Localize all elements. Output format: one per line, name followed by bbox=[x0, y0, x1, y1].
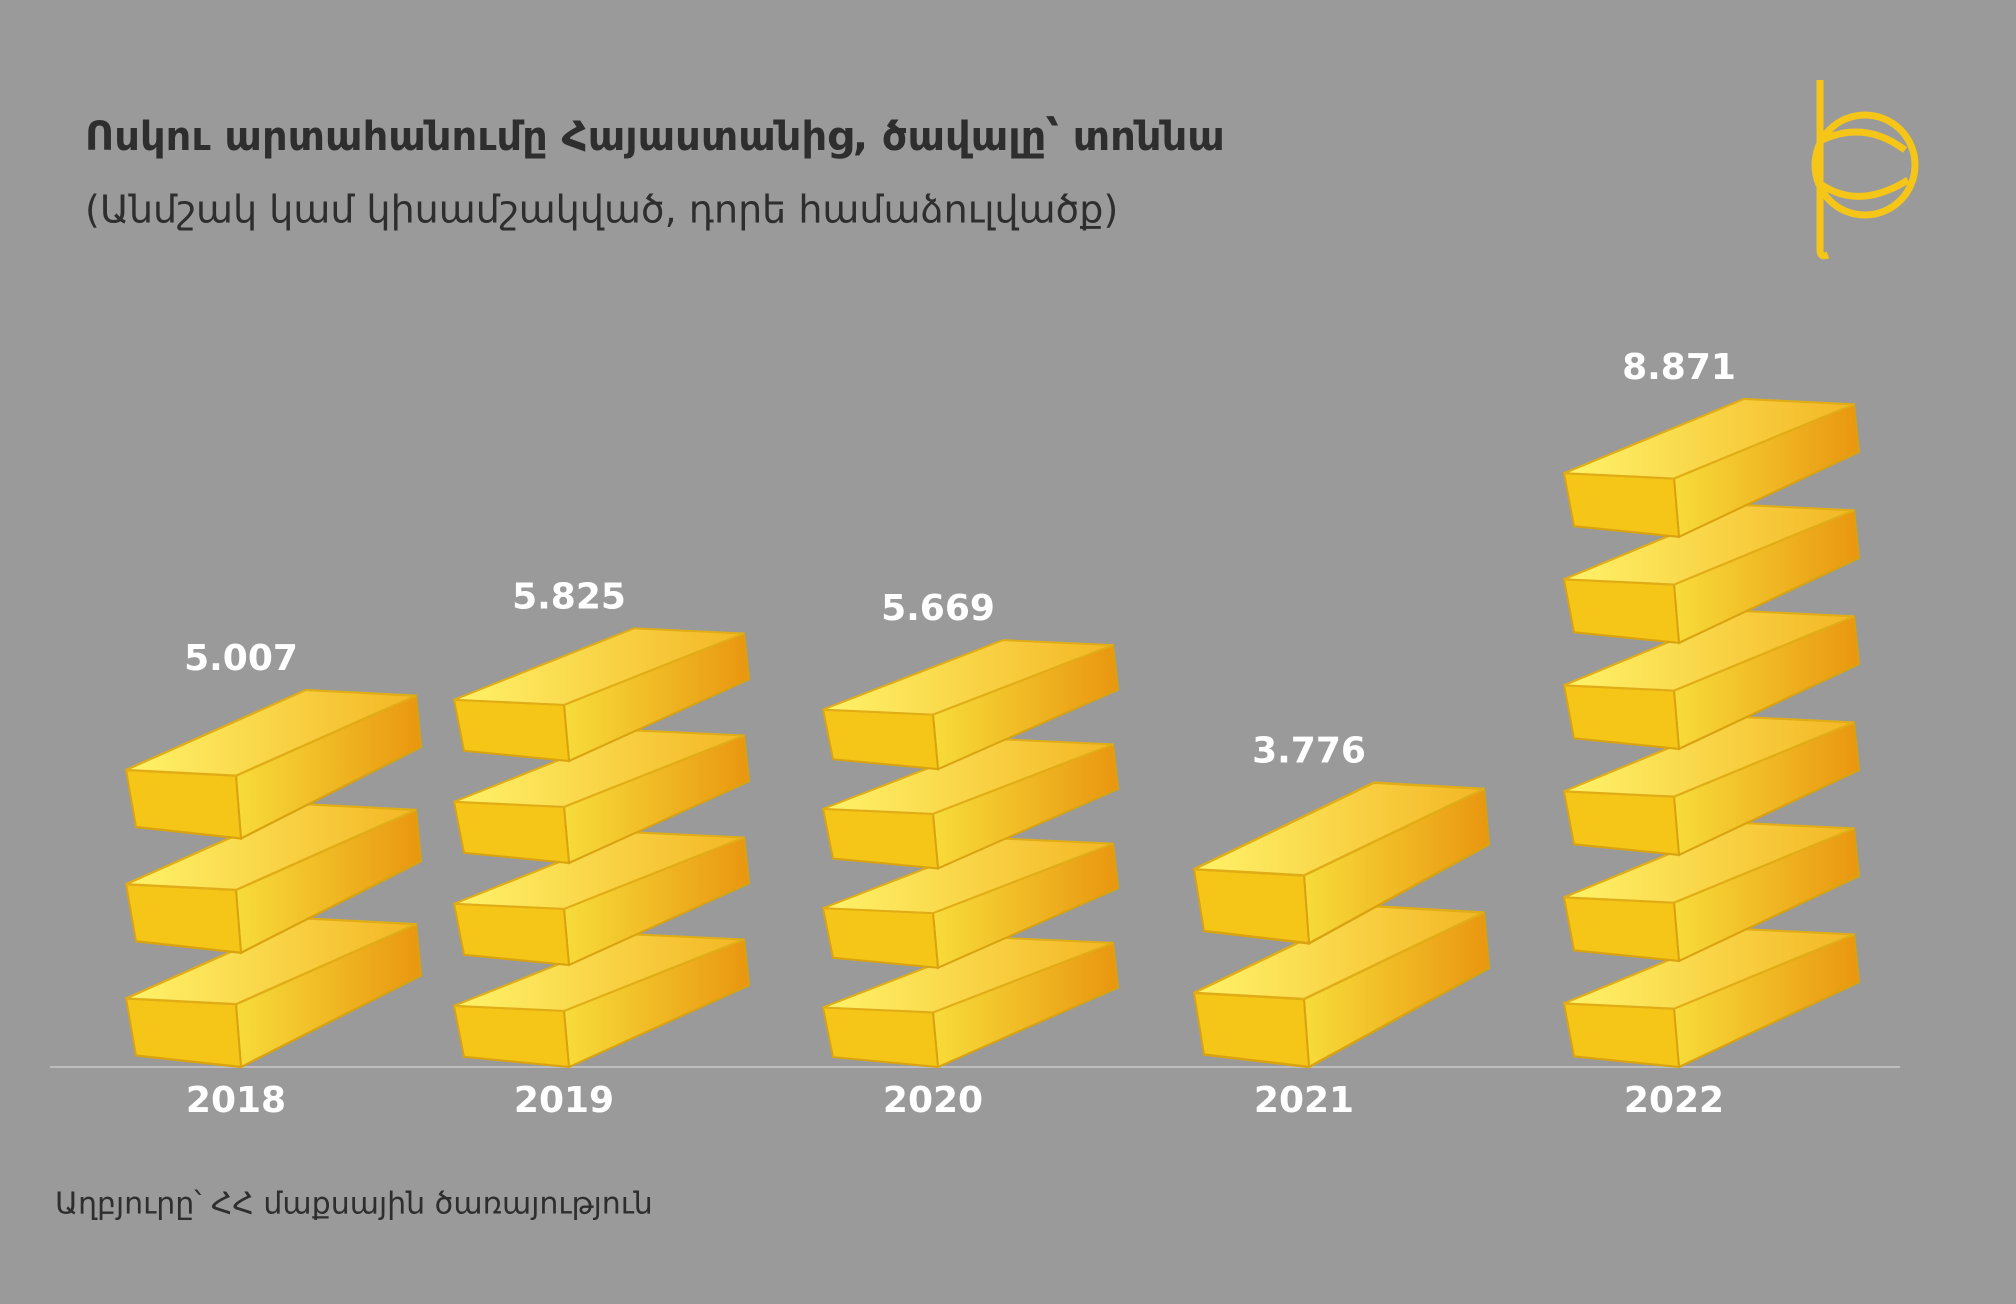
ingot bbox=[452, 933, 751, 1069]
bar-stack bbox=[821, 639, 1120, 1069]
ingot-front bbox=[1562, 472, 1681, 539]
ingot-front bbox=[1562, 790, 1681, 857]
x-tick-label: 2021 bbox=[1254, 1080, 1354, 1121]
ingot bbox=[124, 803, 423, 955]
ingot bbox=[452, 831, 751, 967]
logo bbox=[1811, 80, 1919, 260]
ingot-front bbox=[452, 698, 571, 763]
value-label: 5.007 bbox=[184, 638, 298, 679]
ingot bbox=[821, 738, 1120, 870]
ingot-front bbox=[1192, 991, 1311, 1069]
bar-stack bbox=[1192, 781, 1491, 1069]
x-tick-label: 2022 bbox=[1624, 1080, 1724, 1121]
ingot-front bbox=[1562, 684, 1681, 751]
value-label: 5.825 bbox=[512, 576, 626, 617]
ingot bbox=[821, 639, 1120, 771]
ingot bbox=[452, 627, 751, 763]
ingot-front bbox=[821, 907, 940, 969]
ingot-front bbox=[1562, 896, 1681, 963]
ingot-front bbox=[821, 708, 940, 771]
bar-stack bbox=[452, 627, 751, 1069]
ingot bbox=[1562, 822, 1861, 963]
ingot bbox=[1562, 716, 1861, 857]
bar-stack bbox=[1562, 397, 1861, 1069]
chart-subtitle: (Անմշակ կամ կիսամշակված, դորե համաձուլվա… bbox=[85, 188, 1118, 232]
ingot-front bbox=[452, 902, 571, 967]
ingot-top bbox=[453, 627, 745, 706]
ingot-front bbox=[1562, 578, 1681, 645]
ingot bbox=[124, 917, 423, 1069]
ingot-front bbox=[124, 768, 243, 840]
x-tick-label: 2019 bbox=[514, 1080, 614, 1121]
ingot bbox=[452, 729, 751, 865]
ingot bbox=[1192, 781, 1491, 946]
value-label: 5.669 bbox=[881, 588, 995, 629]
ingot-front bbox=[124, 882, 243, 955]
ingot-front bbox=[452, 1004, 571, 1069]
ingot-front bbox=[821, 1006, 940, 1069]
source: Աղբյուրը՝ ՀՀ մաքսային ծառայություն bbox=[55, 1187, 653, 1222]
ingot bbox=[1562, 609, 1861, 751]
ingot-top bbox=[125, 688, 417, 777]
ingot-top bbox=[1193, 781, 1485, 877]
ingot bbox=[1562, 397, 1861, 539]
x-tick-label: 2018 bbox=[186, 1080, 286, 1121]
ingot-front bbox=[452, 800, 571, 865]
chart-title: Ոսկու արտահանումը Հայաստանից, ծավալը՝ տո… bbox=[85, 114, 1225, 160]
ingot bbox=[821, 936, 1120, 1069]
ingot-front bbox=[821, 807, 940, 870]
ingot-front bbox=[1562, 1002, 1681, 1069]
ingot bbox=[1562, 503, 1861, 645]
ingot bbox=[124, 688, 423, 841]
ingot-top bbox=[1563, 397, 1855, 480]
x-tick-label: 2020 bbox=[883, 1080, 983, 1121]
value-label: 8.871 bbox=[1622, 347, 1736, 388]
ingot-top bbox=[822, 639, 1114, 716]
ingot-front bbox=[124, 997, 243, 1069]
ingot-front bbox=[1192, 867, 1311, 945]
ingot bbox=[1562, 928, 1861, 1069]
value-label: 3.776 bbox=[1252, 731, 1366, 772]
ingot bbox=[1192, 905, 1491, 1069]
bar-stack bbox=[124, 688, 423, 1069]
